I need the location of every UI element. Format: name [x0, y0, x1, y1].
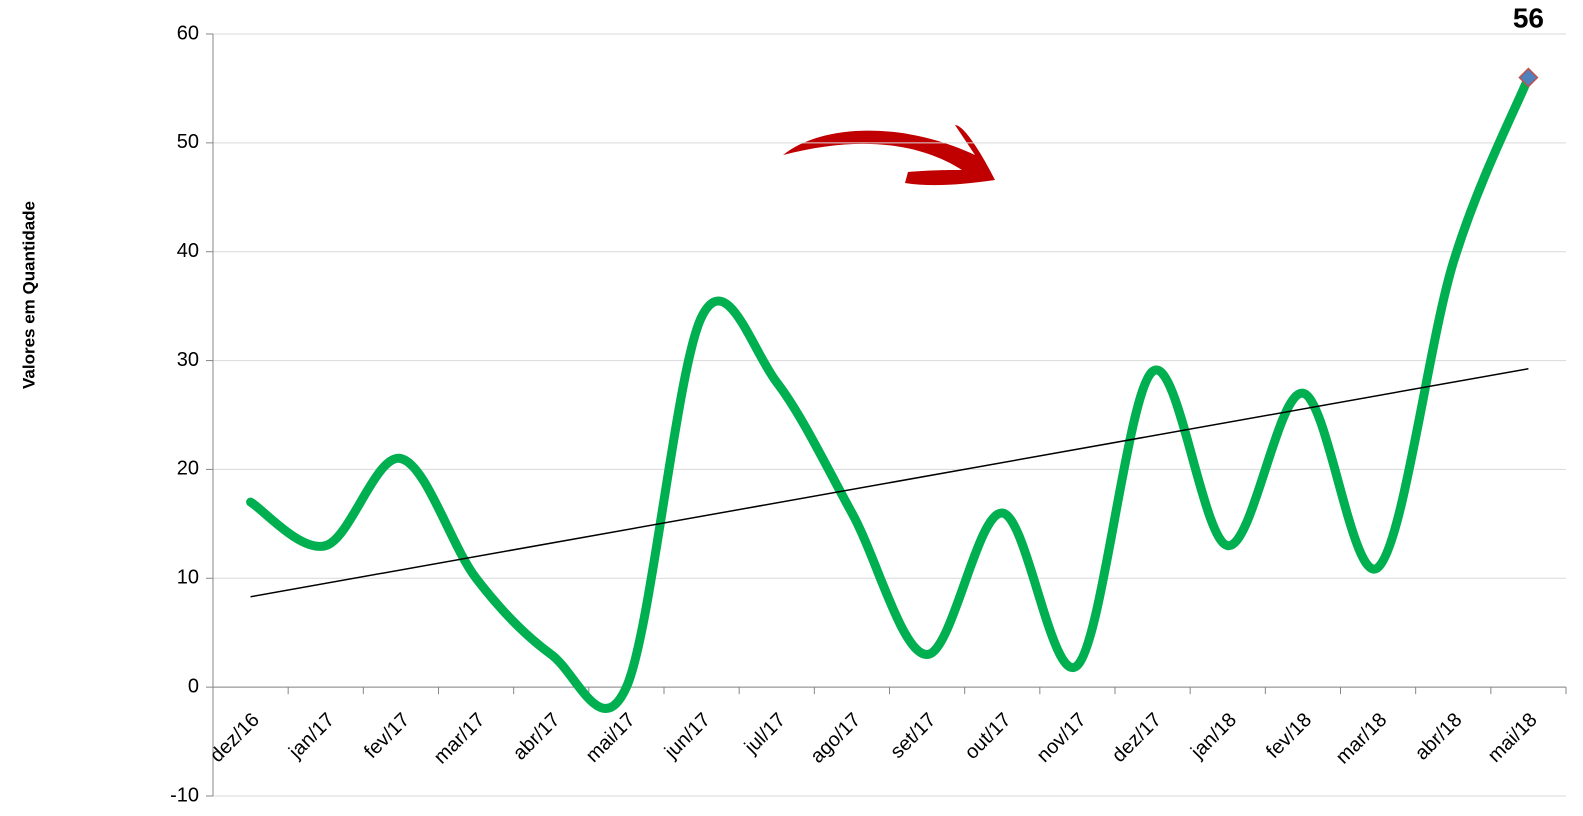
x-tick-label: abr/17 — [509, 709, 565, 765]
x-tick-label: out/17 — [961, 709, 1016, 764]
x-tick-label: mar/18 — [1332, 709, 1392, 769]
y-tick-label: -10 — [170, 784, 199, 806]
x-tick-label: mar/17 — [430, 709, 490, 769]
x-tick-label: ago/17 — [806, 709, 865, 768]
x-tick-label: nov/17 — [1033, 709, 1091, 767]
x-tick-label: abr/18 — [1411, 709, 1467, 765]
x-tick-label: dez/16 — [206, 709, 264, 767]
x-tick-label: fev/17 — [360, 709, 414, 763]
last-point-marker — [1518, 67, 1539, 88]
x-tick-label: jan/18 — [1186, 709, 1241, 764]
trend-line — [250, 367, 1529, 598]
x-tick-label: jun/17 — [660, 709, 715, 764]
data-line — [246, 73, 1533, 713]
y-tick-label: 10 — [177, 567, 199, 589]
x-tick-label: jan/17 — [284, 709, 339, 764]
y-tick-label: 40 — [177, 240, 199, 262]
y-tick-label: 30 — [177, 349, 199, 371]
x-tick-label: mai/18 — [1484, 709, 1542, 767]
y-tick-label: 50 — [177, 131, 199, 153]
y-tick-label: 20 — [177, 458, 199, 480]
y-tick-label: 60 — [177, 22, 199, 44]
x-tick-label: mai/17 — [582, 709, 640, 767]
x-tick-label: fev/18 — [1262, 709, 1316, 763]
x-tick-label: jul/17 — [740, 709, 790, 759]
x-tick-label: set/17 — [886, 709, 940, 763]
x-tick-label: dez/17 — [1108, 709, 1166, 767]
data-label: 56 — [1513, 2, 1544, 33]
decorative-arrow — [783, 125, 995, 186]
y-tick-label: 0 — [188, 675, 199, 697]
y-axis-title: Valores em Quantidade — [19, 201, 38, 389]
